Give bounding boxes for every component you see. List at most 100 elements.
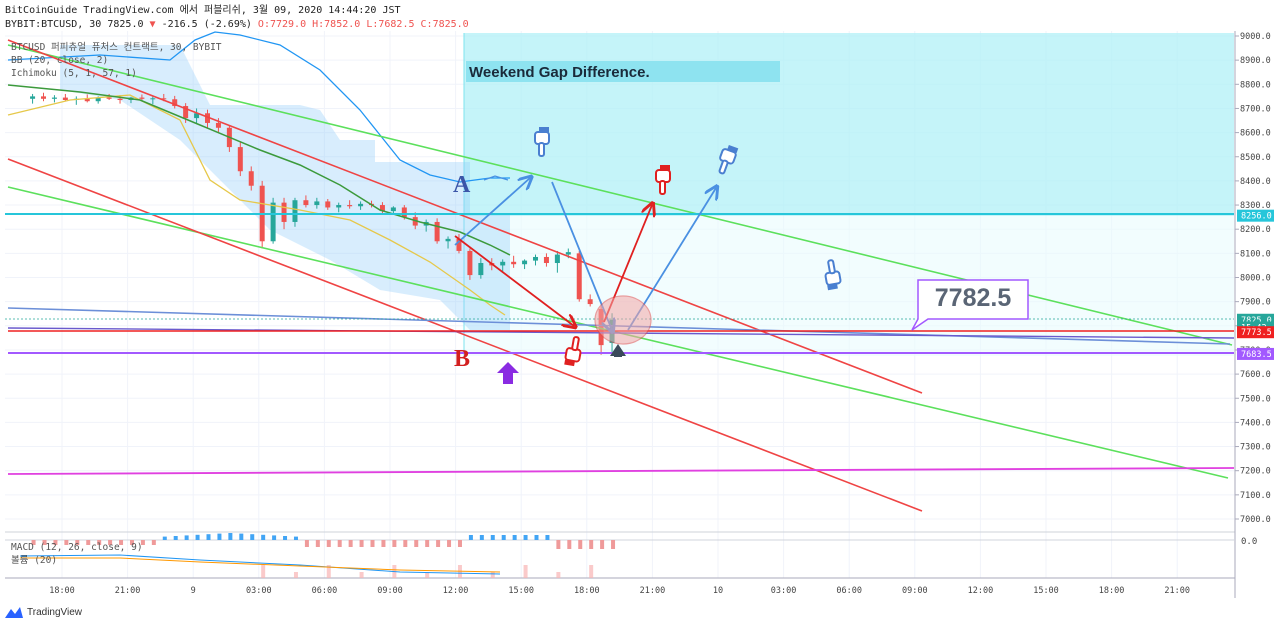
target-circle xyxy=(594,295,652,345)
callout-bubble xyxy=(911,279,1029,331)
price-axis[interactable]: 9000.0 8900.0 8800.0 8700.0 8600.0 8500.0 8400… xyxy=(1234,31,1271,598)
candle-body xyxy=(95,97,101,102)
chart-header: BitCoinGuide TradingView.com 에서 퍼블리쉬, 3월… xyxy=(5,4,469,32)
ohlc-high: H:7852.0 xyxy=(312,19,361,30)
time-tick-label: 12:00 xyxy=(443,586,469,596)
volume-bar xyxy=(523,565,528,578)
candle-body xyxy=(150,98,156,100)
arrow-red-down xyxy=(454,235,574,326)
candle-body xyxy=(62,97,68,100)
candle-body xyxy=(587,299,593,305)
macd-axis-zero: 0.0 xyxy=(1241,537,1257,547)
macd-bar xyxy=(64,540,69,545)
candle-body xyxy=(379,205,385,212)
signal-line xyxy=(20,557,501,573)
hand-cuff xyxy=(539,127,549,132)
macd-bar xyxy=(304,540,309,547)
pointing-hand-icon xyxy=(564,336,582,367)
price-tick-label: 8700.0 xyxy=(1240,104,1271,114)
macd-bar xyxy=(457,540,462,547)
label-a: A xyxy=(453,172,471,198)
price-tick-label: 9000.0 xyxy=(1240,32,1271,42)
time-tick-label: 21:00 xyxy=(640,586,666,596)
candle-body xyxy=(325,201,331,208)
arrow-a-tail xyxy=(483,175,509,181)
indicator-volume[interactable]: 볼륨 (20) xyxy=(11,555,58,566)
label-b: B xyxy=(454,346,470,372)
macd-bar xyxy=(151,540,156,545)
candle-body xyxy=(456,238,462,251)
hand-cuff xyxy=(564,359,575,367)
macd-bar xyxy=(523,535,528,540)
time-axis[interactable]: 18:00 21:00 9 03:00 06:00 09:00 12:00 15:00 18:0… xyxy=(5,577,1235,596)
candle-body xyxy=(194,113,200,119)
indicator-bb[interactable]: BB (20, close, 2) xyxy=(11,55,109,66)
volume-bar xyxy=(326,565,331,578)
kijun-line xyxy=(7,84,511,256)
macd-bar xyxy=(42,540,47,545)
time-tick-label: 15:00 xyxy=(1033,586,1059,596)
drawings xyxy=(454,127,842,384)
macd-bar xyxy=(436,540,441,547)
macd-bar xyxy=(108,540,113,545)
price-tick-label: 7400.0 xyxy=(1240,418,1271,428)
down-arrow-icon: ▼ xyxy=(149,19,156,30)
indicator-symbol[interactable]: BTCUSD 퍼피츄얼 퓨처스 컨트랙트, 30, BYBIT xyxy=(11,42,222,53)
candle-body xyxy=(543,256,549,264)
candle-body xyxy=(248,171,254,186)
macd-bar xyxy=(337,540,342,547)
publish-line: BitCoinGuide TradingView.com 에서 퍼블리쉬, 3월… xyxy=(5,5,401,16)
macd-bar xyxy=(283,536,288,540)
candle-body xyxy=(467,250,473,276)
candle-body xyxy=(434,221,440,242)
candle-body xyxy=(401,207,407,218)
macd-bar xyxy=(545,535,550,540)
watermark-text: TradingView xyxy=(27,606,83,618)
red-channel-lower xyxy=(7,158,923,512)
price-tick-label: 7600.0 xyxy=(1240,370,1271,380)
price-tick-label: 8000.0 xyxy=(1240,274,1271,284)
price-tick-label: 8100.0 xyxy=(1240,249,1271,259)
macd-bar xyxy=(359,540,364,547)
macd-bar xyxy=(501,535,506,540)
macd-bar xyxy=(129,540,134,545)
candle-body xyxy=(576,253,582,300)
macd-bar xyxy=(490,535,495,540)
time-tick-label: 21:00 xyxy=(115,586,141,596)
macd-bar xyxy=(534,535,539,540)
candle-body xyxy=(139,97,145,99)
hand-finger xyxy=(718,159,729,175)
symbol: BYBIT:BTCUSD, 30 xyxy=(5,19,102,30)
candle-body xyxy=(314,201,320,206)
macd-bar xyxy=(195,534,200,540)
macd-bar xyxy=(250,534,255,540)
candle-body xyxy=(117,98,123,100)
macd-bar xyxy=(239,533,244,540)
macd-bar xyxy=(468,535,473,540)
macd-bar xyxy=(348,540,353,547)
time-tick-label: 18:00 xyxy=(49,586,75,596)
indicator-macd[interactable]: MACD (12, 26, close, 9) xyxy=(11,542,143,553)
candle-body xyxy=(30,96,36,99)
price-tag-label: 7773.5 xyxy=(1241,328,1272,338)
price-tag xyxy=(1237,326,1274,339)
candle-body xyxy=(478,263,484,276)
last-price: 7825.0 xyxy=(107,19,144,30)
macd-bar xyxy=(578,540,583,549)
indicator-ichimoku[interactable]: Ichimoku (5, 1, 57, 1) xyxy=(11,68,137,79)
candle-body xyxy=(270,202,276,242)
macd-bar xyxy=(600,540,605,549)
macd-line xyxy=(19,554,501,575)
candle-body xyxy=(554,254,560,264)
pointing-hand-icon xyxy=(718,144,739,175)
macd-bar xyxy=(261,534,266,540)
time-tick-label: 9 xyxy=(191,586,196,596)
candle-body xyxy=(511,261,517,265)
volume-bar xyxy=(490,572,495,578)
change: -216.5 (-2.69%) xyxy=(161,19,252,30)
volume-bar xyxy=(425,572,430,578)
symbol-line: BYBIT:BTCUSD, 30 7825.0 ▼ -216.5 (-2.69%… xyxy=(5,18,469,32)
callout-value: 7782.5 xyxy=(935,284,1012,312)
time-tick-label: 10 xyxy=(713,586,723,596)
